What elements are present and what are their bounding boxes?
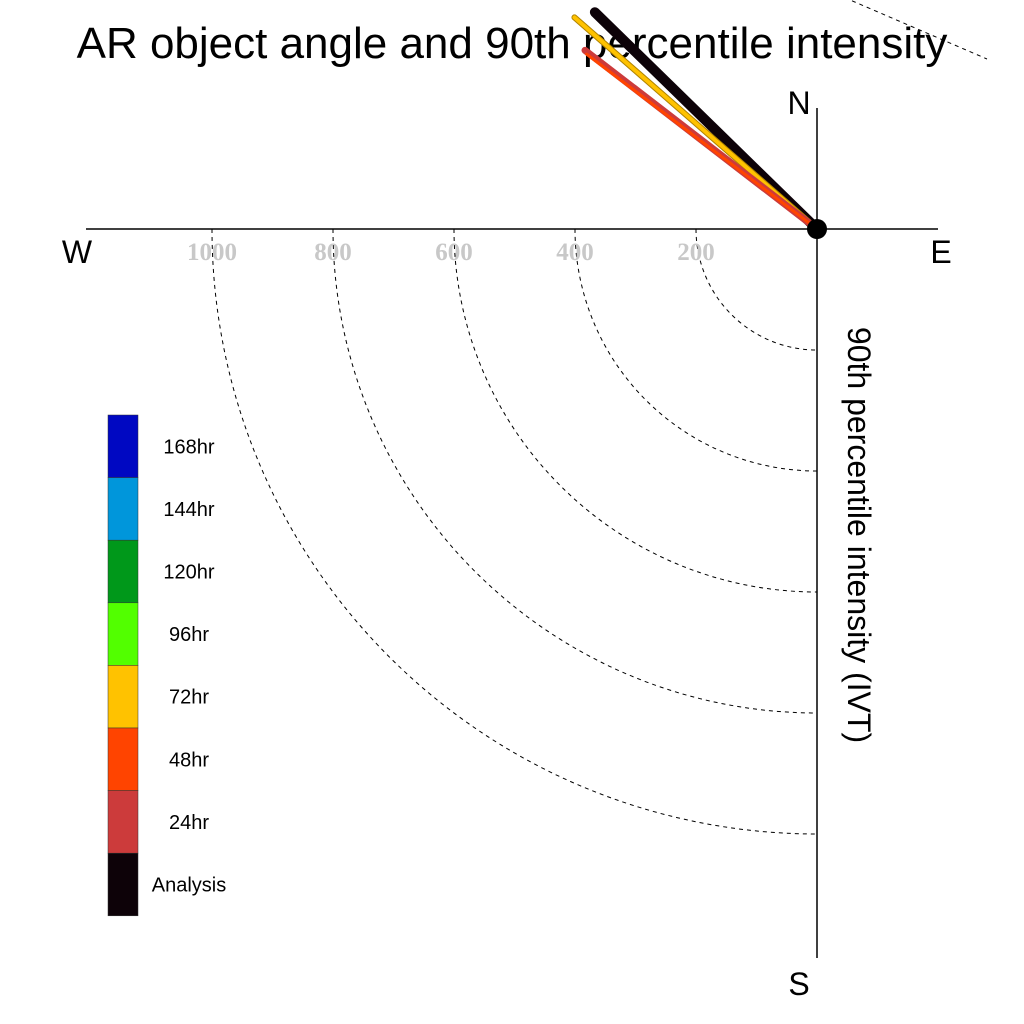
ring-label-layer: 200 400 600 800 1000 bbox=[187, 239, 715, 266]
ring-label-600: 600 bbox=[435, 239, 473, 266]
y-axis-label: 90th percentile intensity (IVT) bbox=[841, 327, 877, 743]
legend-swatch-168hr bbox=[107, 414, 139, 478]
legend-swatch-24hr bbox=[107, 790, 139, 854]
ring-600 bbox=[453, 228, 818, 593]
legend-label-24hr: 24hr bbox=[169, 812, 209, 834]
east-label: E bbox=[930, 234, 951, 270]
origin-dot bbox=[807, 219, 827, 239]
ring-200 bbox=[695, 228, 818, 351]
ring-label-200: 200 bbox=[677, 239, 715, 266]
guide-layer bbox=[211, 0, 988, 835]
legend-label-analysis: Analysis bbox=[152, 875, 226, 897]
ring-1000 bbox=[211, 228, 818, 835]
ring-label-800: 800 bbox=[314, 239, 352, 266]
legend-swatch-96hr bbox=[107, 602, 139, 666]
legend-swatch-144hr bbox=[107, 477, 139, 541]
legend-label-168hr: 168hr bbox=[163, 436, 214, 458]
west-label: W bbox=[62, 234, 93, 270]
north-label: N bbox=[787, 85, 810, 121]
legend-label-120hr: 120hr bbox=[163, 562, 214, 584]
legend-swatch-48hr bbox=[107, 727, 139, 791]
ring-label-1000: 1000 bbox=[187, 239, 237, 266]
legend: 168hr 144hr 120hr 96hr 72hr 48hr 24hr Analysis bbox=[107, 414, 226, 917]
ring-label-400: 400 bbox=[556, 239, 594, 266]
legend-swatch-120hr bbox=[107, 539, 139, 604]
legend-label-144hr: 144hr bbox=[163, 499, 214, 521]
south-label: S bbox=[788, 966, 809, 1002]
chart-title: AR object angle and 90th percentile inte… bbox=[77, 19, 948, 68]
legend-swatch-analysis bbox=[107, 852, 139, 917]
legend-label-48hr: 48hr bbox=[169, 749, 209, 771]
ring-800 bbox=[332, 228, 818, 714]
legend-swatch-72hr bbox=[107, 665, 139, 729]
legend-label-96hr: 96hr bbox=[169, 624, 209, 646]
vector-48hr bbox=[585, 52, 819, 231]
vector-layer bbox=[571, 7, 822, 234]
legend-label-72hr: 72hr bbox=[169, 687, 209, 709]
